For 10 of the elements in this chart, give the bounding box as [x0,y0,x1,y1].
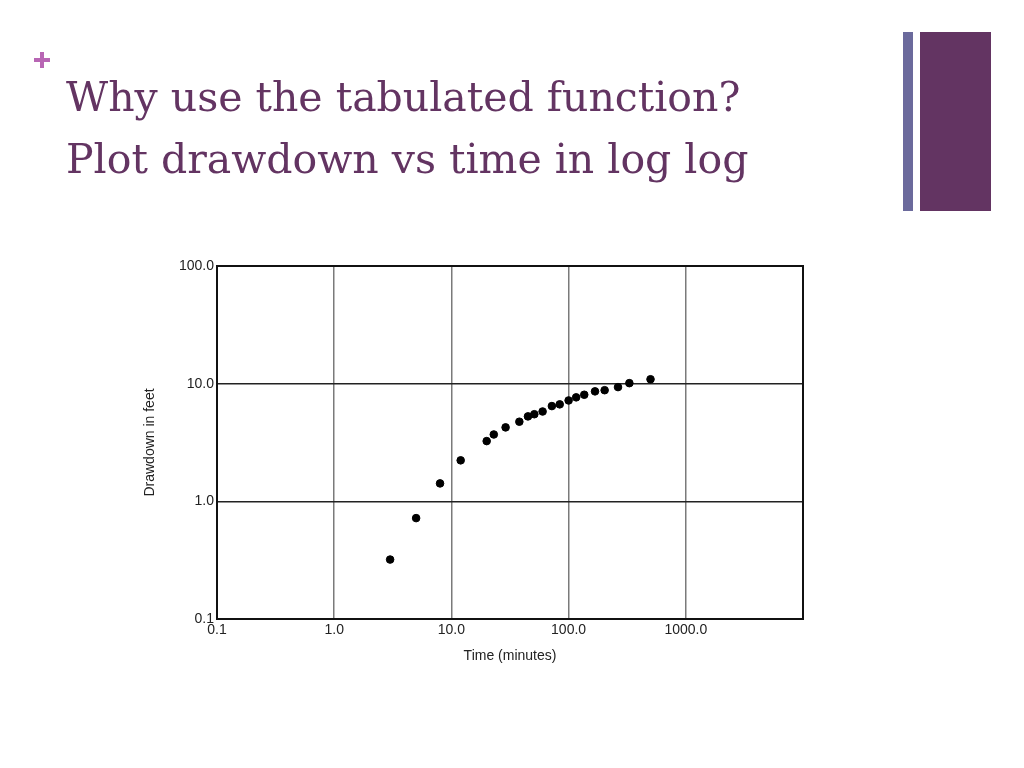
x-tick-label: 1.0 [324,621,345,638]
x-axis-title: Time (minutes) [463,647,557,664]
x-tick-label: 1000.0 [664,621,708,638]
y-tick-label: 10.0 [186,374,215,391]
x-tick-label: 10.0 [437,621,466,638]
x-tick-label: 100.0 [551,621,587,638]
y-tick-label: 1.0 [194,492,215,509]
y-axis-title: Drawdown in feet [141,388,158,497]
chart-title: Why use the tabulated function? Plot drawdown vs time in log log [66,72,750,185]
y-tick-label: 100.0 [178,256,215,273]
